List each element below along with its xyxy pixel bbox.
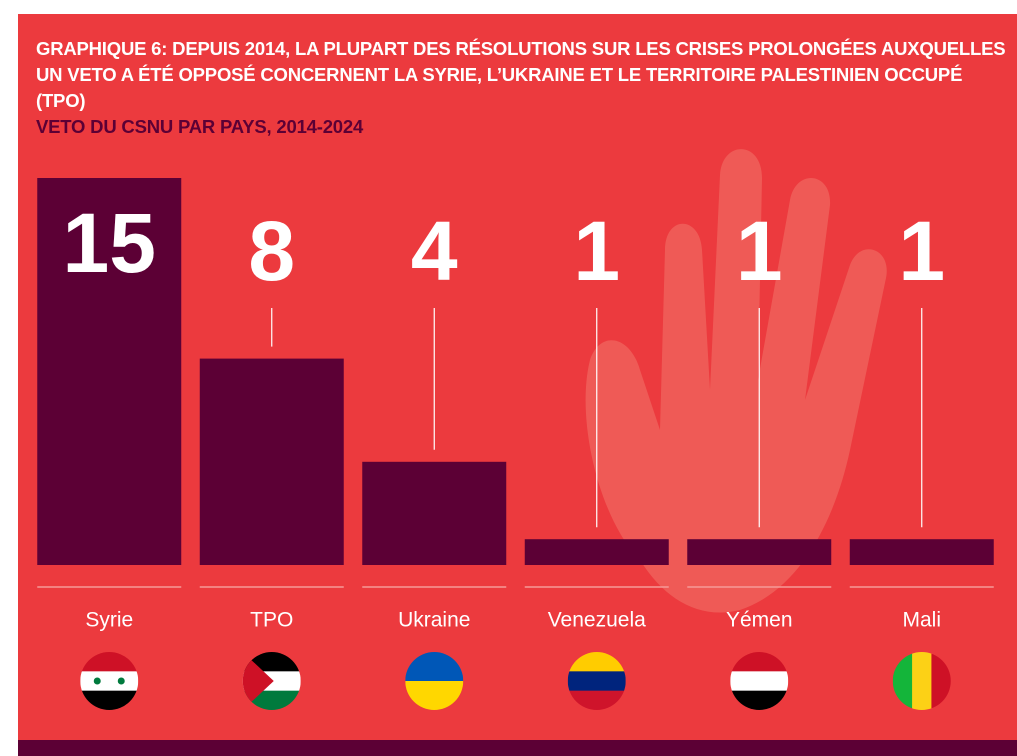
- flag-star: [94, 678, 101, 685]
- flag-star: [118, 678, 125, 685]
- bar: [200, 359, 344, 565]
- bar: [850, 539, 994, 565]
- flag-stripe: [931, 652, 951, 710]
- value-label: 1: [898, 204, 945, 298]
- flag-stripe: [568, 652, 626, 672]
- value-label: 15: [63, 196, 156, 290]
- flag-clip: [405, 652, 463, 711]
- flag-stripe: [730, 671, 788, 691]
- flag-stripe: [80, 671, 138, 691]
- category-label: Ukraine: [398, 609, 470, 632]
- value-label: 1: [573, 204, 620, 298]
- flag-icon: [893, 652, 952, 710]
- flag-icon: [405, 652, 463, 711]
- category-label: Yémen: [726, 609, 793, 632]
- flag-stripe: [912, 652, 932, 710]
- flag-stripe: [730, 652, 788, 672]
- chart-subtitle: VETO DU CSNU PAR PAYS, 2014-2024: [36, 114, 1011, 140]
- titles: GRAPHIQUE 6: DEPUIS 2014, LA PLUPART DES…: [36, 36, 1011, 140]
- flag-clip: [730, 652, 788, 711]
- flag-stripe: [405, 652, 463, 682]
- flag-icon: [243, 652, 301, 711]
- value-label: 8: [248, 204, 295, 298]
- flag-stripe: [80, 691, 138, 711]
- flag-clip: [80, 652, 138, 711]
- category-label: Mali: [902, 609, 941, 632]
- bar: [687, 539, 831, 565]
- flag-stripe: [80, 652, 138, 672]
- flag-stripe: [730, 691, 788, 711]
- page: {"chart_data": {"type": "bar", "title": …: [0, 0, 1017, 756]
- category-label: TPO: [250, 609, 293, 632]
- flag-clip: [568, 652, 626, 711]
- flag-stripe: [568, 691, 626, 711]
- flag-stripe: [893, 652, 913, 710]
- flag-clip: [243, 652, 301, 711]
- flag-icon: [568, 652, 626, 711]
- category-label: Syrie: [85, 609, 133, 632]
- chart-title: GRAPHIQUE 6: DEPUIS 2014, LA PLUPART DES…: [36, 36, 1011, 114]
- value-label: 4: [411, 204, 458, 298]
- flag-icon: [730, 652, 788, 711]
- bar: [525, 539, 669, 565]
- flag-stripe: [568, 671, 626, 691]
- value-label: 1: [736, 204, 783, 298]
- bar: [362, 462, 506, 565]
- flag-clip: [893, 652, 952, 710]
- flag-stripe: [405, 681, 463, 711]
- category-label: Venezuela: [548, 609, 646, 632]
- flag-icon: [80, 652, 138, 711]
